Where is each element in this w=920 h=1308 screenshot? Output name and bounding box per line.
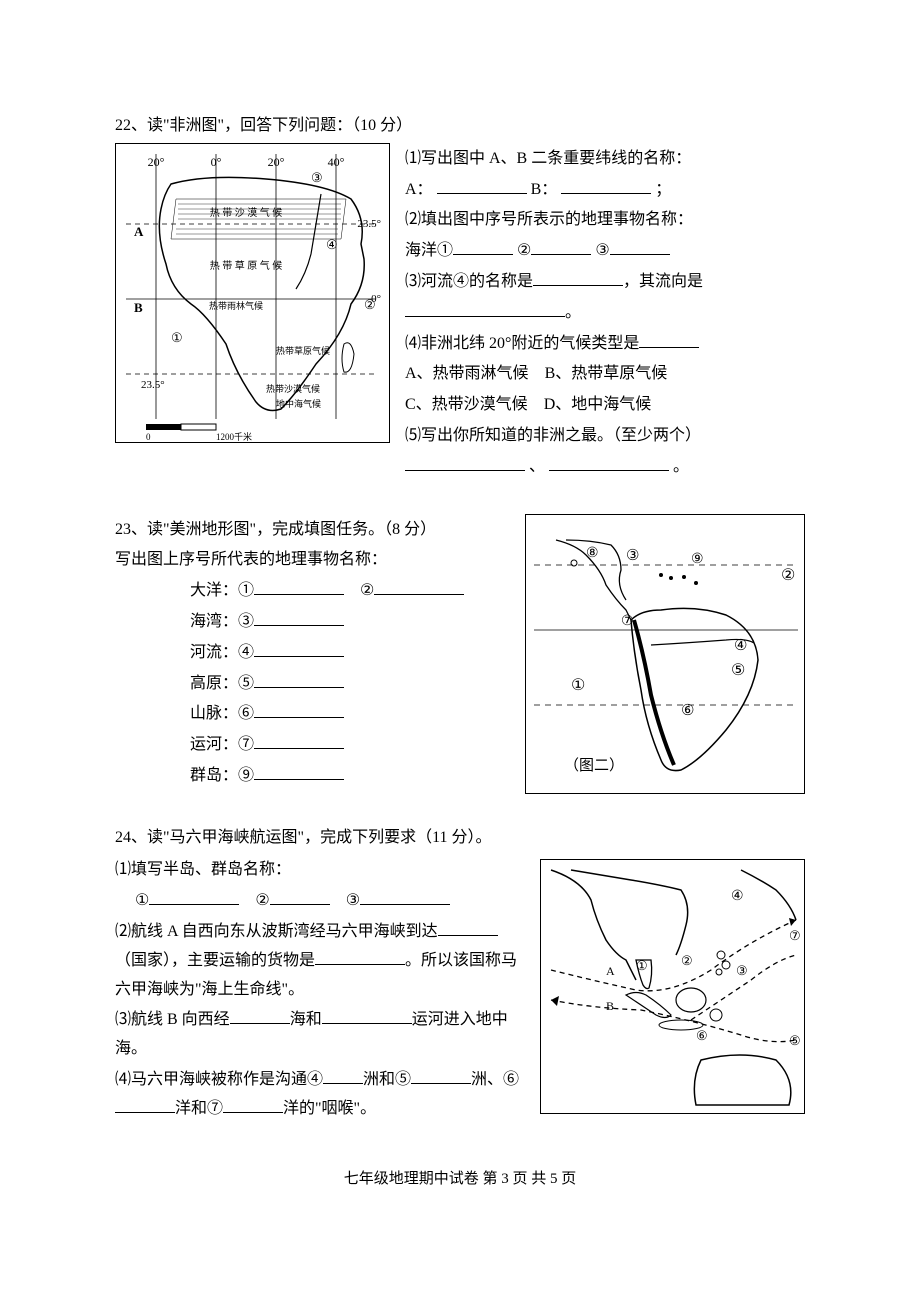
q24-blank-cont5[interactable] — [411, 1068, 471, 1084]
q22-b-label: B： — [531, 181, 558, 198]
svg-text:⑦: ⑦ — [621, 614, 634, 629]
svg-text:②: ② — [681, 953, 693, 968]
svg-text:（图二）: （图二） — [564, 757, 624, 774]
svg-text:20°: 20° — [148, 155, 165, 169]
svg-text:⑤: ⑤ — [731, 662, 745, 679]
svg-text:热 带 沙 漠 气 候: 热 带 沙 漠 气 候 — [210, 206, 283, 219]
svg-text:热带沙漠气候: 热带沙漠气候 — [266, 383, 320, 394]
svg-text:①: ① — [636, 958, 648, 973]
q23-blank-5[interactable] — [254, 672, 344, 688]
q24-blank-2[interactable] — [270, 889, 330, 905]
q22-blank-river[interactable] — [533, 270, 623, 286]
q24-blank-cont4[interactable] — [323, 1068, 363, 1084]
svg-text:40°: 40° — [328, 155, 345, 169]
q24-p1: ⑴填写半岛、群岛名称： — [115, 856, 520, 885]
q23-blank-7[interactable] — [254, 733, 344, 749]
svg-text:0°: 0° — [211, 155, 222, 169]
q23-blank-9[interactable] — [254, 764, 344, 780]
svg-text:A: A — [606, 964, 615, 978]
svg-text:地中海气候: 地中海气候 — [276, 398, 321, 409]
svg-text:热带雨林气候: 热带雨林气候 — [209, 300, 263, 311]
q22-blank-ocean2[interactable] — [531, 239, 591, 255]
svg-text:⑦: ⑦ — [789, 928, 801, 943]
svg-text:②: ② — [781, 567, 795, 584]
q22-blank-direction[interactable] — [405, 301, 565, 317]
page-footer: 七年级地理期中试卷 第 3 页 共 5 页 — [115, 1166, 805, 1193]
q24-blank-3[interactable] — [360, 889, 450, 905]
q22-choice-c: C、热带沙漠气候 — [405, 396, 528, 413]
q22-blank-ocean3[interactable] — [610, 239, 670, 255]
svg-text:A: A — [134, 224, 144, 239]
q22-blank-climate[interactable] — [639, 332, 699, 348]
q22-blank-best1[interactable] — [405, 455, 525, 471]
question-24: 24、读"马六甲海峡航运图"，完成下列要求（11 分）。 ⑴填写半岛、群岛名称：… — [115, 824, 805, 1126]
svg-text:④: ④ — [731, 889, 744, 904]
svg-text:③: ③ — [626, 548, 639, 564]
africa-map: 20° 0° 20° 40° 23.5° 0° 23.5° A B — [115, 143, 390, 443]
q24-blank-goods[interactable] — [315, 949, 405, 965]
svg-text:23.5°: 23.5° — [141, 379, 165, 391]
q22-a-label: A： — [405, 181, 433, 198]
q22-p2: ⑵填出图中序号所表示的地理事物名称： — [405, 206, 805, 235]
q23-sub: 写出图上序号所代表的地理事物名称： — [115, 546, 505, 575]
q23-blank-1[interactable] — [254, 579, 344, 595]
q24-title: 24、读"马六甲海峡航运图"，完成下列要求（11 分）。 — [115, 824, 805, 853]
svg-text:⑥: ⑥ — [681, 703, 694, 719]
q23-blank-2[interactable] — [374, 579, 464, 595]
svg-text:1200千米: 1200千米 — [216, 431, 252, 442]
q24-blank-ocean6[interactable] — [115, 1097, 175, 1113]
q22-title: 22、读"非洲图"，回答下列问题：（10 分） — [115, 112, 805, 141]
q22-choice-b: B、热带草原气候 — [545, 365, 668, 382]
svg-text:④: ④ — [326, 237, 338, 252]
question-22: 22、读"非洲图"，回答下列问题：（10 分） 20° 0° 20° 40° 2… — [115, 112, 805, 484]
question-23: 23、读"美洲地形图"，完成填图任务。（8 分） 写出图上序号所代表的地理事物名… — [115, 514, 805, 794]
q24-blank-1[interactable] — [149, 889, 239, 905]
q22-choice-a: A、热带雨淋气候 — [405, 365, 529, 382]
svg-text:①: ① — [571, 677, 585, 694]
svg-text:B: B — [606, 999, 614, 1013]
svg-text:热带草原气候: 热带草原气候 — [276, 345, 330, 356]
q24-blank-canal[interactable] — [322, 1008, 412, 1024]
q23-title: 23、读"美洲地形图"，完成填图任务。（8 分） — [115, 516, 505, 545]
q22-blank-ocean1[interactable] — [453, 239, 513, 255]
q23-blank-4[interactable] — [254, 641, 344, 657]
q22-blank-best2[interactable] — [549, 455, 669, 471]
svg-text:热 带 草 原 气 候: 热 带 草 原 气 候 — [210, 259, 283, 272]
svg-text:⑥: ⑥ — [696, 1028, 708, 1043]
svg-text:⑨: ⑨ — [691, 552, 704, 567]
q24-blank-ocean7[interactable] — [223, 1097, 283, 1113]
q24-blank-country[interactable] — [438, 920, 498, 936]
americas-map: ① ② ③ ④ ⑤ ⑥ ⑦ ⑧ ⑨ （图二） — [525, 514, 805, 794]
q23-blank-3[interactable] — [254, 610, 344, 626]
svg-text:0: 0 — [146, 432, 151, 442]
svg-text:③: ③ — [736, 963, 748, 978]
q23-blank-6[interactable] — [254, 702, 344, 718]
malacca-map: ① ② ③ ④ ⑤ ⑥ ⑦ A B — [540, 859, 805, 1114]
svg-text:④: ④ — [734, 638, 747, 654]
svg-text:②: ② — [364, 297, 376, 312]
q22-answers: ⑴写出图中 A、B 二条重要纬线的名称： A： B： ； ⑵填出图中序号所表示的… — [405, 143, 805, 484]
q22-p5: ⑸写出你所知道的非洲之最。（至少两个） — [405, 422, 805, 451]
svg-text:③: ③ — [311, 170, 323, 185]
svg-text:①: ① — [171, 330, 183, 345]
svg-text:⑤: ⑤ — [789, 1033, 801, 1048]
q22-p1: ⑴写出图中 A、B 二条重要纬线的名称： — [405, 145, 805, 174]
svg-text:B: B — [134, 300, 143, 315]
q22-blank-b[interactable] — [561, 178, 651, 194]
q22-choice-d: D、地中海气候 — [544, 396, 652, 413]
q24-blank-sea[interactable] — [230, 1008, 290, 1024]
svg-text:⑧: ⑧ — [586, 546, 599, 561]
q22-blank-a[interactable] — [437, 178, 527, 194]
svg-text:20°: 20° — [268, 155, 285, 169]
